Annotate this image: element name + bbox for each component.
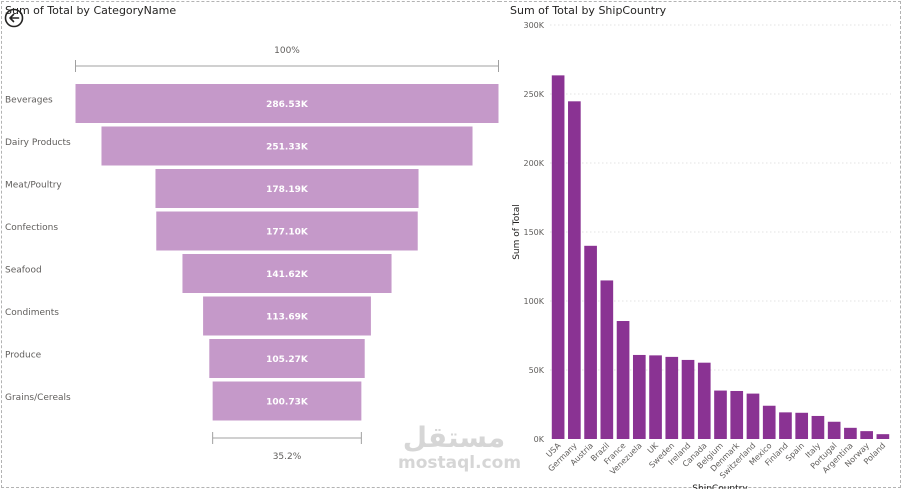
bar-mark (649, 355, 662, 439)
bar-mark (584, 245, 597, 439)
bar-y-tick-label: 150K (523, 228, 544, 237)
funnel-category-label: Dairy Products (5, 138, 71, 148)
bar-mark (746, 393, 760, 439)
bar-mark (665, 356, 679, 439)
funnel-data-label: 286.53K (266, 100, 309, 110)
funnel-category-label: Beverages (5, 96, 53, 106)
watermark: مستقل mostaql.com (398, 421, 522, 479)
bar-mark (795, 412, 809, 439)
bar-y-tick-label: 200K (523, 159, 544, 168)
bar-mark (714, 390, 727, 439)
watermark-logo-text: مستقل (402, 421, 506, 454)
funnel-bar (155, 169, 419, 208)
bar-y-tick-label: 0K (534, 435, 545, 444)
funnel-bar (209, 339, 365, 378)
funnel-data-label: 178.19K (266, 185, 309, 195)
funnel-data-label: 100.73K (266, 398, 309, 408)
bar-mark (860, 431, 873, 439)
funnel-visual (1, 1, 500, 488)
bar-mark (568, 101, 581, 440)
funnel-data-label: 113.69K (266, 313, 309, 323)
back-arrow-icon[interactable] (4, 8, 24, 28)
funnel-category-label: Produce (5, 351, 42, 361)
funnel-bottom-percent: 35.2% (273, 452, 302, 462)
bar-visual (499, 1, 901, 488)
funnel-data-label: 251.33K (266, 143, 309, 153)
funnel-top-percent: 100% (274, 46, 300, 56)
bar-mark (827, 421, 841, 439)
bar-mark (730, 390, 744, 439)
bar-mark (632, 354, 646, 439)
funnel-data-label: 105.27K (266, 355, 309, 365)
bar-chart-title: Sum of Total by ShipCountry (510, 4, 667, 17)
funnel-bar (203, 296, 371, 336)
funnel-chart-title: Sum of Total by CategoryName (5, 4, 177, 17)
funnel-bar (75, 84, 499, 123)
bar-x-tick-label: Spain (784, 441, 806, 463)
funnel-category-label: Condiments (5, 308, 59, 318)
bar-mark (681, 359, 695, 439)
bar-mark (779, 412, 792, 439)
bar-x-axis-title: ShipCountry (692, 484, 748, 489)
funnel-category-label: Seafood (5, 266, 42, 276)
funnel-bar (212, 381, 362, 421)
funnel-category-label: Grains/Cereals (5, 393, 71, 403)
bar-mark (616, 321, 630, 439)
funnel-chart: 100% 286.53K Beverages 251.33K Dairy Product… (5, 46, 499, 462)
bar-mark (600, 280, 614, 439)
bar-mark (697, 362, 711, 439)
funnel-bar (156, 211, 418, 251)
funnel-data-label: 141.62K (266, 270, 309, 280)
bar-mark (551, 75, 565, 440)
funnel-category-label: Confections (5, 223, 58, 233)
bar-y-tick-label: 250K (523, 90, 544, 99)
funnel-bar (182, 254, 392, 293)
funnel-data-label: 177.10K (266, 228, 309, 238)
bar-y-axis-title: Sum of Total (512, 204, 522, 260)
bar-mark (844, 427, 857, 439)
bar-y-tick-label: 100K (523, 297, 544, 306)
funnel-bar (101, 126, 473, 166)
bar-mark (876, 434, 890, 439)
bar-y-tick-label: 50K (529, 366, 545, 375)
bar-mark (811, 415, 825, 439)
watermark-text: mostaql.com (398, 453, 522, 473)
bar-mark (762, 405, 776, 439)
bar-y-tick-label: 300K (523, 21, 544, 30)
funnel-category-label: Meat/Poultry (5, 181, 62, 191)
